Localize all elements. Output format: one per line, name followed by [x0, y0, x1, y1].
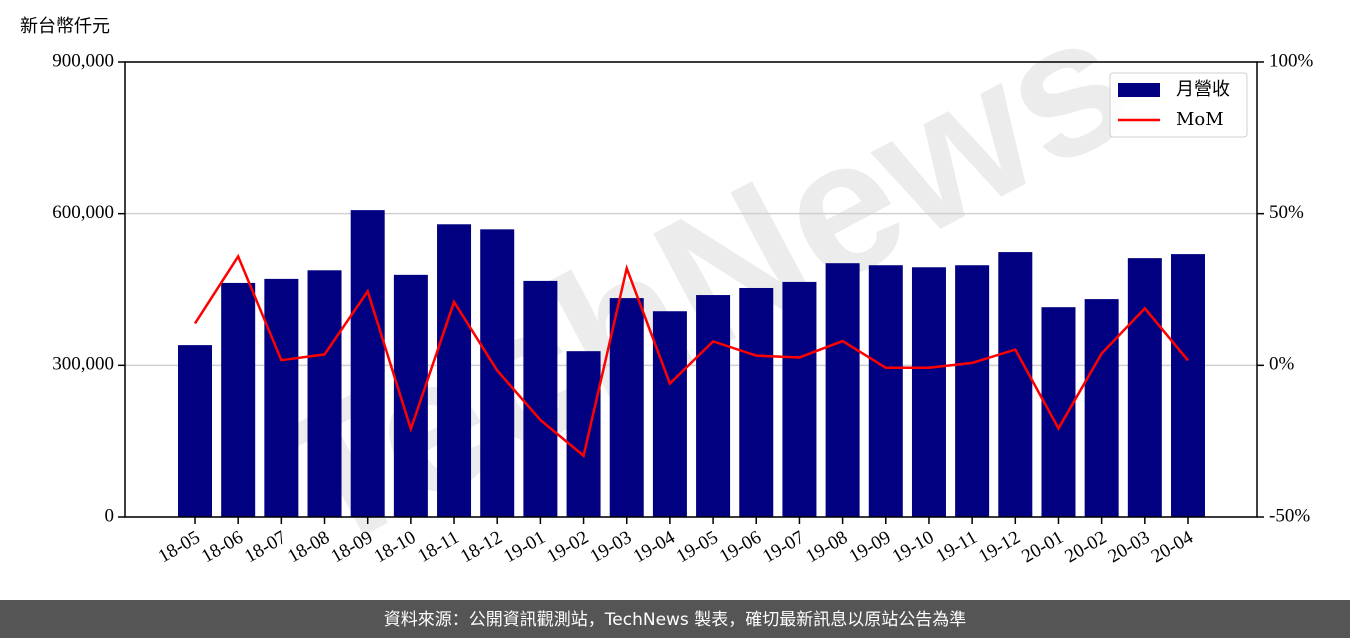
x-tick-label: 19-10 — [889, 527, 938, 567]
x-tick-label: 19-03 — [587, 527, 636, 567]
y-tick-label: 300,000 — [52, 354, 114, 375]
bar — [652, 311, 687, 517]
x-tick-label: 19-12 — [975, 527, 1024, 567]
bar — [609, 298, 644, 517]
y-tick-label: 0 — [105, 505, 115, 526]
x-tick-label: 18-12 — [457, 527, 506, 567]
x-tick-label: 19-05 — [673, 527, 722, 567]
x-tick-label: 19-11 — [933, 527, 981, 567]
footer: 資料來源：公開資訊觀測站，TechNews 製表，確切最新訊息以原站公告為準 — [384, 610, 966, 630]
legend-label: 月營收 — [1176, 79, 1230, 100]
x-tick-label: 18-05 — [155, 527, 204, 567]
bar — [1171, 254, 1205, 517]
x-tick-label: 19-07 — [759, 527, 808, 567]
bar — [178, 345, 212, 517]
bar — [307, 270, 342, 517]
x-tick-label: 18-06 — [198, 527, 247, 567]
x-tick-label: 20-04 — [1148, 527, 1197, 568]
y2-tick-label: 100% — [1269, 50, 1314, 71]
x-tick-label: 19-08 — [802, 527, 851, 567]
bar — [825, 263, 860, 517]
y-tick-label: 600,000 — [52, 202, 114, 223]
x-tick-label: 19-02 — [543, 527, 592, 567]
bar — [696, 295, 731, 517]
bar — [998, 252, 1033, 518]
bar — [1041, 307, 1076, 517]
bar — [739, 287, 774, 517]
y2-tick-label: 50% — [1269, 202, 1304, 223]
legend-swatch — [1118, 83, 1160, 97]
bar — [911, 267, 946, 517]
bar — [264, 278, 299, 517]
y-axis-title: 新台幣仟元 — [20, 16, 110, 37]
x-tick-label: 19-04 — [630, 527, 679, 568]
x-tick-label: 19-01 — [500, 527, 549, 567]
x-tick-label: 19-06 — [716, 527, 765, 567]
bar — [955, 265, 990, 517]
x-tick-label: 20-02 — [1061, 527, 1110, 567]
y-tick-label: 900,000 — [52, 50, 114, 71]
x-tick-label: 20-01 — [1018, 527, 1067, 567]
bar — [566, 351, 601, 517]
x-tick-label: 19-09 — [846, 527, 895, 567]
plot-frame — [124, 61, 1258, 518]
footer-bar — [0, 600, 1350, 638]
legend-label: MoM — [1176, 109, 1224, 130]
bar — [523, 280, 558, 517]
bar — [1127, 258, 1162, 517]
bar — [782, 281, 817, 517]
line — [193, 253, 1189, 458]
bar — [480, 229, 515, 518]
x-tick-label: 20-03 — [1105, 527, 1154, 567]
bar — [221, 282, 256, 517]
y2-tick-label: -50% — [1269, 505, 1310, 526]
x-tick-label: 18-07 — [241, 527, 290, 567]
bar — [437, 224, 472, 518]
y2-tick-label: 0% — [1269, 354, 1295, 375]
bar — [1084, 299, 1119, 517]
bar — [350, 210, 385, 517]
bar — [868, 265, 903, 517]
